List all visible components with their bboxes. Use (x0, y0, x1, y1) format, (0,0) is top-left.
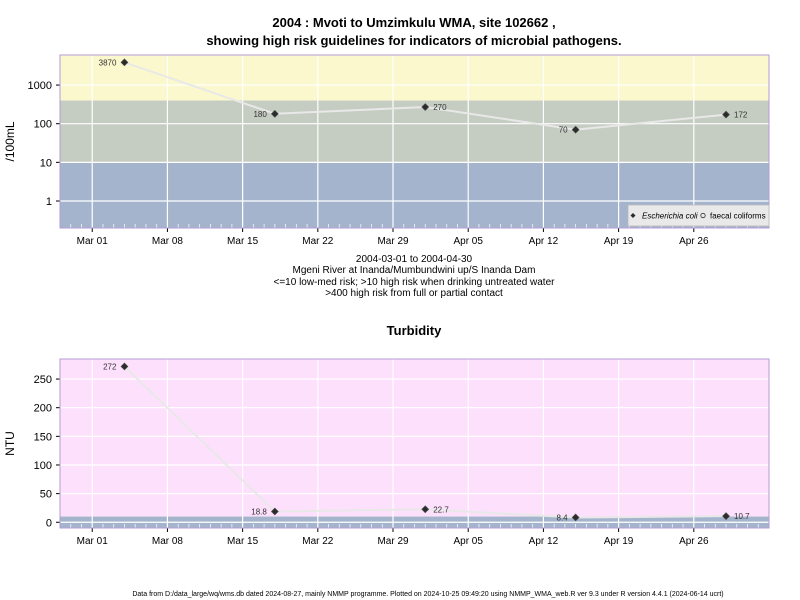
data-label: 10.7 (734, 512, 750, 521)
x-tick-label: Mar 29 (377, 236, 409, 247)
x-tick-label: Apr 19 (604, 236, 634, 247)
y-tick-label: 100 (34, 119, 52, 131)
x-tick-label: Mar 01 (77, 536, 109, 547)
data-point (571, 125, 580, 134)
chart2-title: Turbidity (387, 323, 442, 338)
data-label: 272 (103, 362, 117, 371)
x-tick-label: Apr 26 (679, 236, 709, 247)
data-label: 172 (734, 111, 748, 120)
y-tick-label: 50 (40, 489, 52, 501)
x-tick-label: Apr 05 (453, 536, 483, 547)
plot-frame (59, 54, 770, 229)
y-tick-label: 100 (34, 460, 52, 472)
footer-note: Data from D:/data_large/wq/wms.db dated … (132, 591, 723, 598)
x-tick-label: Apr 26 (679, 536, 709, 547)
data-point (571, 513, 580, 522)
x-tick-label: Mar 29 (377, 536, 409, 547)
chart1-caption-4: >400 high risk from full or partial cont… (325, 288, 503, 299)
plot-frame (59, 358, 770, 529)
x-tick-label: Apr 12 (529, 536, 559, 547)
y-tick-label: 150 (34, 431, 52, 443)
y-tick-label: 200 (34, 403, 52, 415)
chart2-plot: Mar 01 Mar 08 Mar 15 Mar 22 Mar 29 Apr 05 Apr … (3, 358, 770, 547)
data-point (120, 58, 129, 67)
chart1-caption-3: <=10 low-med risk; >10 high risk when dr… (274, 277, 556, 288)
data-point (421, 103, 430, 111)
y-axis-label: /100mL (3, 121, 17, 161)
legend-label-faecal: faecal coliforms (710, 212, 766, 221)
data-label: 22.7 (433, 505, 449, 514)
x-tick-label: Mar 08 (152, 236, 184, 247)
data-point (270, 109, 279, 118)
legend: Escherichia coli faecal coliforms (627, 204, 770, 227)
legend-box (627, 204, 770, 227)
data-point (120, 362, 129, 371)
data-label: 3870 (99, 58, 117, 67)
data-label: 8.4 (557, 513, 569, 522)
y-axis-label: NTU (3, 431, 17, 456)
chart1-title: 2004 : Mvoti to Umzimkulu WMA, site 1026… (272, 15, 555, 30)
legend-label-ecoli: Escherichia coli (642, 212, 698, 221)
data-label: 70 (559, 126, 568, 135)
data-point (270, 507, 279, 516)
legend-marker-ecoli (630, 213, 636, 218)
x-tick-label: Apr 05 (453, 236, 483, 247)
data-label: 180 (253, 110, 267, 119)
chart1-caption-1: 2004-03-01 to 2004-04-30 (356, 254, 473, 265)
data-point (722, 110, 730, 119)
x-tick-label: Mar 08 (152, 536, 184, 547)
data-label: 18.8 (251, 508, 267, 517)
risk-band-1 (60, 359, 769, 517)
x-tick-label: Mar 22 (302, 236, 334, 247)
y-tick-label: 1 (46, 196, 52, 208)
risk-band-1 (60, 100, 769, 163)
x-tick-label: Mar 15 (227, 536, 259, 547)
x-tick-label: Apr 19 (604, 536, 634, 547)
data-point (722, 512, 730, 521)
x-tick-label: Mar 01 (77, 236, 109, 247)
y-tick-label: 0 (46, 517, 52, 529)
legend-marker-faecal (700, 212, 706, 219)
x-tick-label: Mar 15 (227, 236, 259, 247)
y-tick-label: 250 (34, 374, 52, 386)
y-tick-label: 10 (40, 157, 52, 169)
x-tick-label: Mar 22 (302, 536, 334, 547)
x-tick-label: Apr 12 (529, 236, 559, 247)
y-tick-label: 1000 (28, 80, 52, 92)
risk-band-2 (60, 55, 769, 101)
chart1-caption-2: Mgeni River at Inanda/Mumbundwini up/S I… (293, 265, 536, 276)
chart1-plot: Mar 01 Mar 08 Mar 15 Mar 22 Mar 29 Apr 05 Apr … (3, 54, 770, 247)
data-label: 270 (433, 103, 447, 112)
chart1-subtitle: showing high risk guidelines for indicat… (206, 33, 621, 48)
data-point (421, 505, 430, 514)
